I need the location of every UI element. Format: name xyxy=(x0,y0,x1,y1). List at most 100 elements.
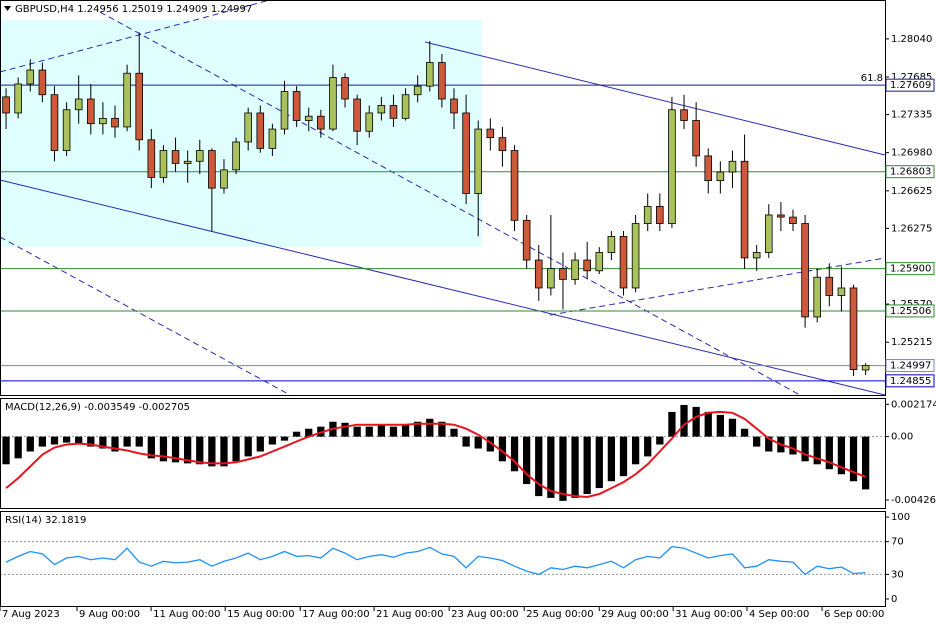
macd-bar xyxy=(462,436,470,447)
macd-bar xyxy=(389,426,398,437)
macd-bar xyxy=(849,436,858,482)
macd-bar xyxy=(523,436,531,485)
menu-arrow[interactable] xyxy=(4,6,11,11)
candle-body xyxy=(99,117,107,125)
macd-bar xyxy=(510,436,519,472)
trend-line xyxy=(0,236,291,396)
candle-body xyxy=(183,160,192,164)
candle-body xyxy=(329,77,337,130)
trend-line xyxy=(0,0,271,73)
x-tick-label: 23 Aug 00:00 xyxy=(451,609,518,620)
macd-bar xyxy=(535,436,543,497)
candle-body xyxy=(510,150,519,221)
candle-body xyxy=(50,94,59,151)
macd-bar xyxy=(765,436,773,452)
candle-body xyxy=(668,109,676,224)
x-tick-label: 4 Sep 00:00 xyxy=(749,609,809,620)
candle-body xyxy=(232,141,240,171)
level-label-box xyxy=(885,262,935,276)
candle-body xyxy=(450,98,458,114)
macd-bar xyxy=(571,436,579,498)
candle-body xyxy=(728,160,737,173)
macd-bar xyxy=(208,436,216,467)
macd-bar xyxy=(789,436,797,455)
candle-body xyxy=(607,236,616,253)
x-tick-label: 9 Aug 00:00 xyxy=(79,609,140,620)
macd-bar xyxy=(256,436,264,452)
candle-body xyxy=(559,268,567,280)
candle-body xyxy=(583,259,591,272)
candle-body xyxy=(486,128,495,139)
macd-bar xyxy=(583,436,591,495)
candle-body xyxy=(680,109,688,121)
candle-body xyxy=(292,91,301,121)
macd-bar xyxy=(220,436,228,467)
candle-body xyxy=(861,365,870,371)
macd-bar xyxy=(801,436,809,462)
macd-bar xyxy=(704,411,712,437)
macd-bar xyxy=(111,436,119,452)
macd-bar xyxy=(438,421,446,437)
macd-bar xyxy=(244,436,252,457)
macd-bar xyxy=(547,436,555,498)
candle-body xyxy=(547,268,555,289)
macd-title: MACD(12,26,9) -0.003549 -0.002705 xyxy=(5,402,190,413)
macd-bar xyxy=(619,436,628,477)
trend-line xyxy=(0,179,886,396)
candle-body xyxy=(26,69,35,85)
macd-bar xyxy=(135,436,143,447)
candle-body xyxy=(498,137,507,151)
macd-bar xyxy=(305,428,313,437)
candle-body xyxy=(317,115,325,130)
candle-body xyxy=(692,120,700,157)
level-label: 1.25506 xyxy=(890,306,931,317)
plot xyxy=(0,32,885,576)
macd-bar xyxy=(50,436,59,445)
candle-body xyxy=(195,150,204,162)
macd-bar xyxy=(365,426,373,437)
chart-title: GBPUSD,H4 1.24956 1.25019 1.24909 1.2499… xyxy=(15,4,252,15)
candle-body xyxy=(256,112,265,149)
candle-body xyxy=(147,139,156,178)
candle-body xyxy=(752,252,761,259)
candle-body xyxy=(813,276,821,318)
candle-body xyxy=(825,276,834,296)
level-label-box xyxy=(885,359,935,373)
macd-bar xyxy=(414,421,422,437)
x-tick-label: 31 Aug 00:00 xyxy=(675,609,742,620)
candle-body xyxy=(171,150,180,164)
candle-body xyxy=(789,216,797,224)
level-label-box xyxy=(885,165,935,179)
macd-bar xyxy=(75,436,83,445)
macd-bar xyxy=(450,428,458,437)
candle-body xyxy=(801,223,809,318)
candle-body xyxy=(365,112,374,132)
level-label: 1.26803 xyxy=(890,167,931,178)
candle-body xyxy=(704,155,713,182)
candle-body xyxy=(643,205,652,224)
y-tick-label: 1.26625 xyxy=(891,186,932,197)
y-tick-label: 1.26980 xyxy=(891,148,932,159)
x-tick-label: 21 Aug 00:00 xyxy=(376,609,443,620)
candle-body xyxy=(656,205,664,224)
macd-bar xyxy=(268,436,277,445)
level-label-box xyxy=(885,78,935,92)
macd-bar xyxy=(692,406,700,437)
rsi-title: RSI(14) 32.1819 xyxy=(5,515,86,526)
trend-line xyxy=(424,41,886,156)
macd-bar xyxy=(401,424,410,437)
x-tick-label: 11 Aug 00:00 xyxy=(153,609,220,620)
macd-bar xyxy=(644,436,652,457)
candle-body xyxy=(304,115,313,121)
y-tick-label: 1.26275 xyxy=(891,223,932,234)
macd-bar xyxy=(159,436,168,462)
candle-body xyxy=(389,105,398,119)
macd-bar xyxy=(486,436,494,452)
candle-body xyxy=(522,219,531,261)
macd-bar xyxy=(87,436,95,447)
macd-bar xyxy=(232,436,240,462)
candle-body xyxy=(377,105,386,114)
x-tick-label: 7 Aug 2023 xyxy=(2,609,60,620)
candle-body xyxy=(571,259,579,280)
